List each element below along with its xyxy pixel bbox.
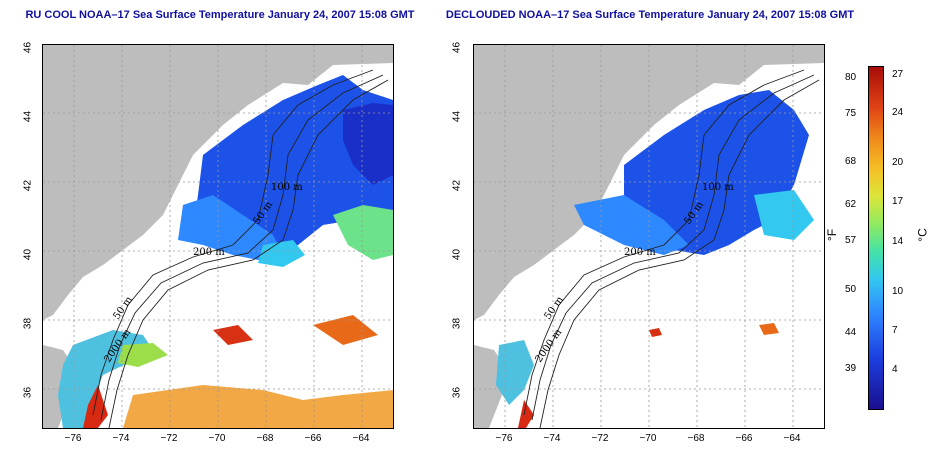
celsius-tick: 17 [892,196,904,207]
y-tick-label: 46 [22,41,34,54]
fahrenheit-tick: 68 [845,156,857,167]
sst-mid-region [333,205,393,260]
fahrenheit-tick: 50 [845,284,857,295]
land-mass [474,45,824,320]
x-tick-label: −70 [208,433,226,444]
celsius-unit: °C [915,228,930,242]
y-tick-label: 36 [22,386,34,399]
panel-title: RU COOL NOAA–17 Sea Surface Temperature … [25,9,415,21]
contour-label: 100 m [702,182,734,193]
map-svg: 100 m 50 m 200 m 2000 m 50 m [43,45,393,428]
fahrenheit-tick: 57 [845,235,857,246]
x-tick-label: −74 [112,433,130,444]
y-tick-label: 44 [451,110,463,123]
x-tick-label: −64 [783,433,801,444]
fahrenheit-tick: 80 [845,72,857,83]
x-tick-label: −72 [591,433,609,444]
x-tick-label: −76 [495,433,513,444]
land-mass [474,345,504,428]
contour-label: 100 m [271,182,303,193]
contour-label: 2000 m [533,327,564,365]
contour-label: 200 m [624,247,656,258]
bathymetry-contours [523,69,820,428]
map-svg: 100 m 50 m 200 m 2000 m 50 m [474,45,824,428]
y-tick-label: 46 [451,41,463,54]
sst-map-declouded: 100 m 50 m 200 m 2000 m 50 m [473,44,825,429]
x-tick-label: −74 [543,433,561,444]
y-tick-label: 40 [451,248,463,261]
contour-label: 50 m [542,294,566,322]
celsius-tick: 24 [892,107,904,118]
bathymetry-contours [92,69,389,428]
y-tick-label: 44 [22,110,34,123]
fahrenheit-tick: 44 [845,327,857,338]
land-mass [43,45,393,320]
celsius-tick: 20 [892,157,904,168]
panel-left: RU COOL NOAA–17 Sea Surface Temperature … [0,0,420,475]
sst-cold-region [754,190,814,240]
sst-cold-region [343,103,393,185]
sst-cold-region [574,195,689,255]
x-tick-label: −72 [160,433,178,444]
celsius-tick: 7 [892,325,898,336]
sst-warm-region [313,315,378,345]
panel-right: DECLOUDED NOAA–17 Sea Surface Temperatur… [430,0,854,475]
y-tick-label: 40 [22,248,34,261]
celsius-tick: 10 [892,286,904,297]
y-tick-label: 36 [451,386,463,399]
fahrenheit-tick: 75 [845,108,857,119]
sst-warm-region [518,400,534,428]
x-tick-label: −66 [304,433,322,444]
contour-label: 200 m [193,247,225,258]
contour-label: 50 m [111,294,135,322]
celsius-tick: 27 [892,69,904,80]
temperature-colorbar [868,66,884,410]
x-tick-label: −76 [64,433,82,444]
x-tick-label: −66 [735,433,753,444]
sst-warm-region [123,385,393,428]
sst-warm-region [649,328,662,337]
y-tick-label: 38 [451,317,463,330]
sst-warm-region [213,325,253,345]
y-tick-label: 42 [451,179,463,192]
x-tick-label: −68 [687,433,705,444]
fahrenheit-tick: 62 [845,199,857,210]
x-tick-label: −68 [256,433,274,444]
celsius-tick: 14 [892,236,904,247]
sst-mid-region [258,240,305,267]
sst-map-raw: 100 m 50 m 200 m 2000 m 50 m [42,44,394,429]
celsius-tick: 4 [892,364,898,375]
sst-cold-region [178,195,283,260]
x-tick-label: −70 [639,433,657,444]
y-tick-label: 38 [22,317,34,330]
sst-warm-region [759,323,779,335]
fahrenheit-unit: °F [825,228,840,242]
x-tick-label: −64 [352,433,370,444]
fahrenheit-tick: 39 [845,363,857,374]
y-tick-label: 42 [22,179,34,192]
panel-title: DECLOUDED NOAA–17 Sea Surface Temperatur… [445,9,855,21]
